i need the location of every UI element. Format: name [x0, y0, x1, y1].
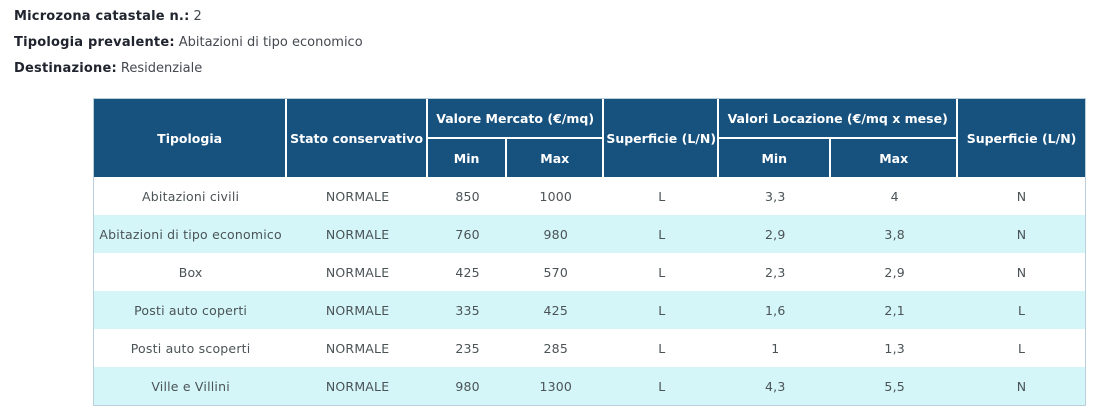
col-header-locazione-max: Max	[831, 139, 959, 177]
destinazione-line: Destinazione: Residenziale	[14, 60, 1097, 77]
cell-tipologia: Abitazioni di tipo economico	[94, 215, 288, 253]
cell-mercato-min: 335	[427, 291, 508, 329]
col-header-mercato-max: Max	[507, 139, 605, 177]
cell-mercato-min: 235	[427, 329, 508, 367]
cell-mercato-max: 425	[507, 291, 605, 329]
cell-mercato-min: 980	[427, 367, 508, 405]
cell-superficie-mercato: L	[604, 367, 720, 405]
cell-tipologia: Posti auto coperti	[94, 291, 288, 329]
cell-stato: NORMALE	[287, 367, 428, 405]
cell-locazione-min: 3,3	[719, 177, 832, 215]
cell-mercato-min: 425	[427, 253, 508, 291]
cell-mercato-min: 760	[427, 215, 508, 253]
cell-superficie-locazione: N	[958, 367, 1085, 405]
cell-locazione-max: 5,5	[831, 367, 959, 405]
col-header-superficie-mercato: Superficie (L/N)	[604, 99, 720, 177]
table-row: Abitazioni di tipo economico NORMALE 760…	[94, 215, 1085, 253]
cell-mercato-min: 850	[427, 177, 508, 215]
cell-tipologia: Box	[94, 253, 288, 291]
tipologia-prevalente-value: Abitazioni di tipo economico	[178, 35, 363, 50]
cell-tipologia: Posti auto scoperti	[94, 329, 288, 367]
cell-mercato-max: 285	[507, 329, 605, 367]
table-row: Posti auto scoperti NORMALE 235 285 L 1 …	[94, 329, 1085, 367]
microzona-info-block: Microzona catastale n.: 2 Tipologia preva…	[0, 0, 1097, 77]
tipologia-prevalente-label: Tipologia prevalente:	[14, 35, 175, 50]
cell-locazione-min: 1	[719, 329, 832, 367]
cell-superficie-locazione: N	[958, 215, 1085, 253]
col-header-stato-conservativo: Stato conservativo	[287, 99, 428, 177]
cell-locazione-max: 2,9	[831, 253, 959, 291]
cell-superficie-locazione: L	[958, 329, 1085, 367]
table-row: Posti auto coperti NORMALE 335 425 L 1,6…	[94, 291, 1085, 329]
cell-locazione-max: 2,1	[831, 291, 959, 329]
header-row-groups: Tipologia Stato conservativo Valore Merc…	[94, 99, 1085, 177]
cell-stato: NORMALE	[287, 215, 428, 253]
cell-stato: NORMALE	[287, 253, 428, 291]
microzona-line: Microzona catastale n.: 2	[14, 8, 1097, 25]
col-header-superficie-locazione: Superficie (L/N)	[958, 99, 1085, 177]
cell-superficie-locazione: N	[958, 177, 1085, 215]
cell-locazione-min: 1,6	[719, 291, 832, 329]
cell-superficie-mercato: L	[604, 291, 720, 329]
cell-locazione-min: 2,9	[719, 215, 832, 253]
header-row-minmax: Min Max Min Max	[94, 139, 1085, 177]
table-row: Ville e Villini NORMALE 980 1300 L 4,3 5…	[94, 367, 1085, 405]
cell-stato: NORMALE	[287, 329, 428, 367]
cell-stato: NORMALE	[287, 291, 428, 329]
cell-superficie-locazione: L	[958, 291, 1085, 329]
destinazione-value: Residenziale	[120, 61, 203, 76]
cell-superficie-mercato: L	[604, 177, 720, 215]
cell-mercato-max: 1300	[507, 367, 605, 405]
destinazione-label: Destinazione:	[14, 61, 117, 76]
cell-locazione-max: 3,8	[831, 215, 959, 253]
cell-superficie-mercato: L	[604, 215, 720, 253]
col-header-valori-locazione: Valori Locazione (€/mq x mese)	[719, 99, 959, 139]
table-row: Abitazioni civili NORMALE 850 1000 L 3,3…	[94, 177, 1085, 215]
omi-values-table: Tipologia Stato conservativo Valore Merc…	[93, 98, 1086, 406]
cell-mercato-max: 1000	[507, 177, 605, 215]
cell-locazione-max: 4	[831, 177, 959, 215]
col-header-mercato-min: Min	[427, 139, 508, 177]
cell-superficie-mercato: L	[604, 329, 720, 367]
cell-superficie-locazione: N	[958, 253, 1085, 291]
tipologia-prevalente-line: Tipologia prevalente: Abitazioni di tipo …	[14, 34, 1097, 51]
table-row: Box NORMALE 425 570 L 2,3 2,9 N	[94, 253, 1085, 291]
col-header-valore-mercato: Valore Mercato (€/mq)	[427, 99, 605, 139]
cell-locazione-min: 2,3	[719, 253, 832, 291]
cell-locazione-max: 1,3	[831, 329, 959, 367]
microzona-label: Microzona catastale n.:	[14, 9, 190, 24]
col-header-locazione-min: Min	[719, 139, 832, 177]
cell-mercato-max: 570	[507, 253, 605, 291]
cell-stato: NORMALE	[287, 177, 428, 215]
cell-mercato-max: 980	[507, 215, 605, 253]
col-header-tipologia: Tipologia	[94, 99, 288, 177]
microzona-value: 2	[193, 9, 202, 24]
cell-tipologia: Abitazioni civili	[94, 177, 288, 215]
cell-tipologia: Ville e Villini	[94, 367, 288, 405]
cell-locazione-min: 4,3	[719, 367, 832, 405]
cell-superficie-mercato: L	[604, 253, 720, 291]
